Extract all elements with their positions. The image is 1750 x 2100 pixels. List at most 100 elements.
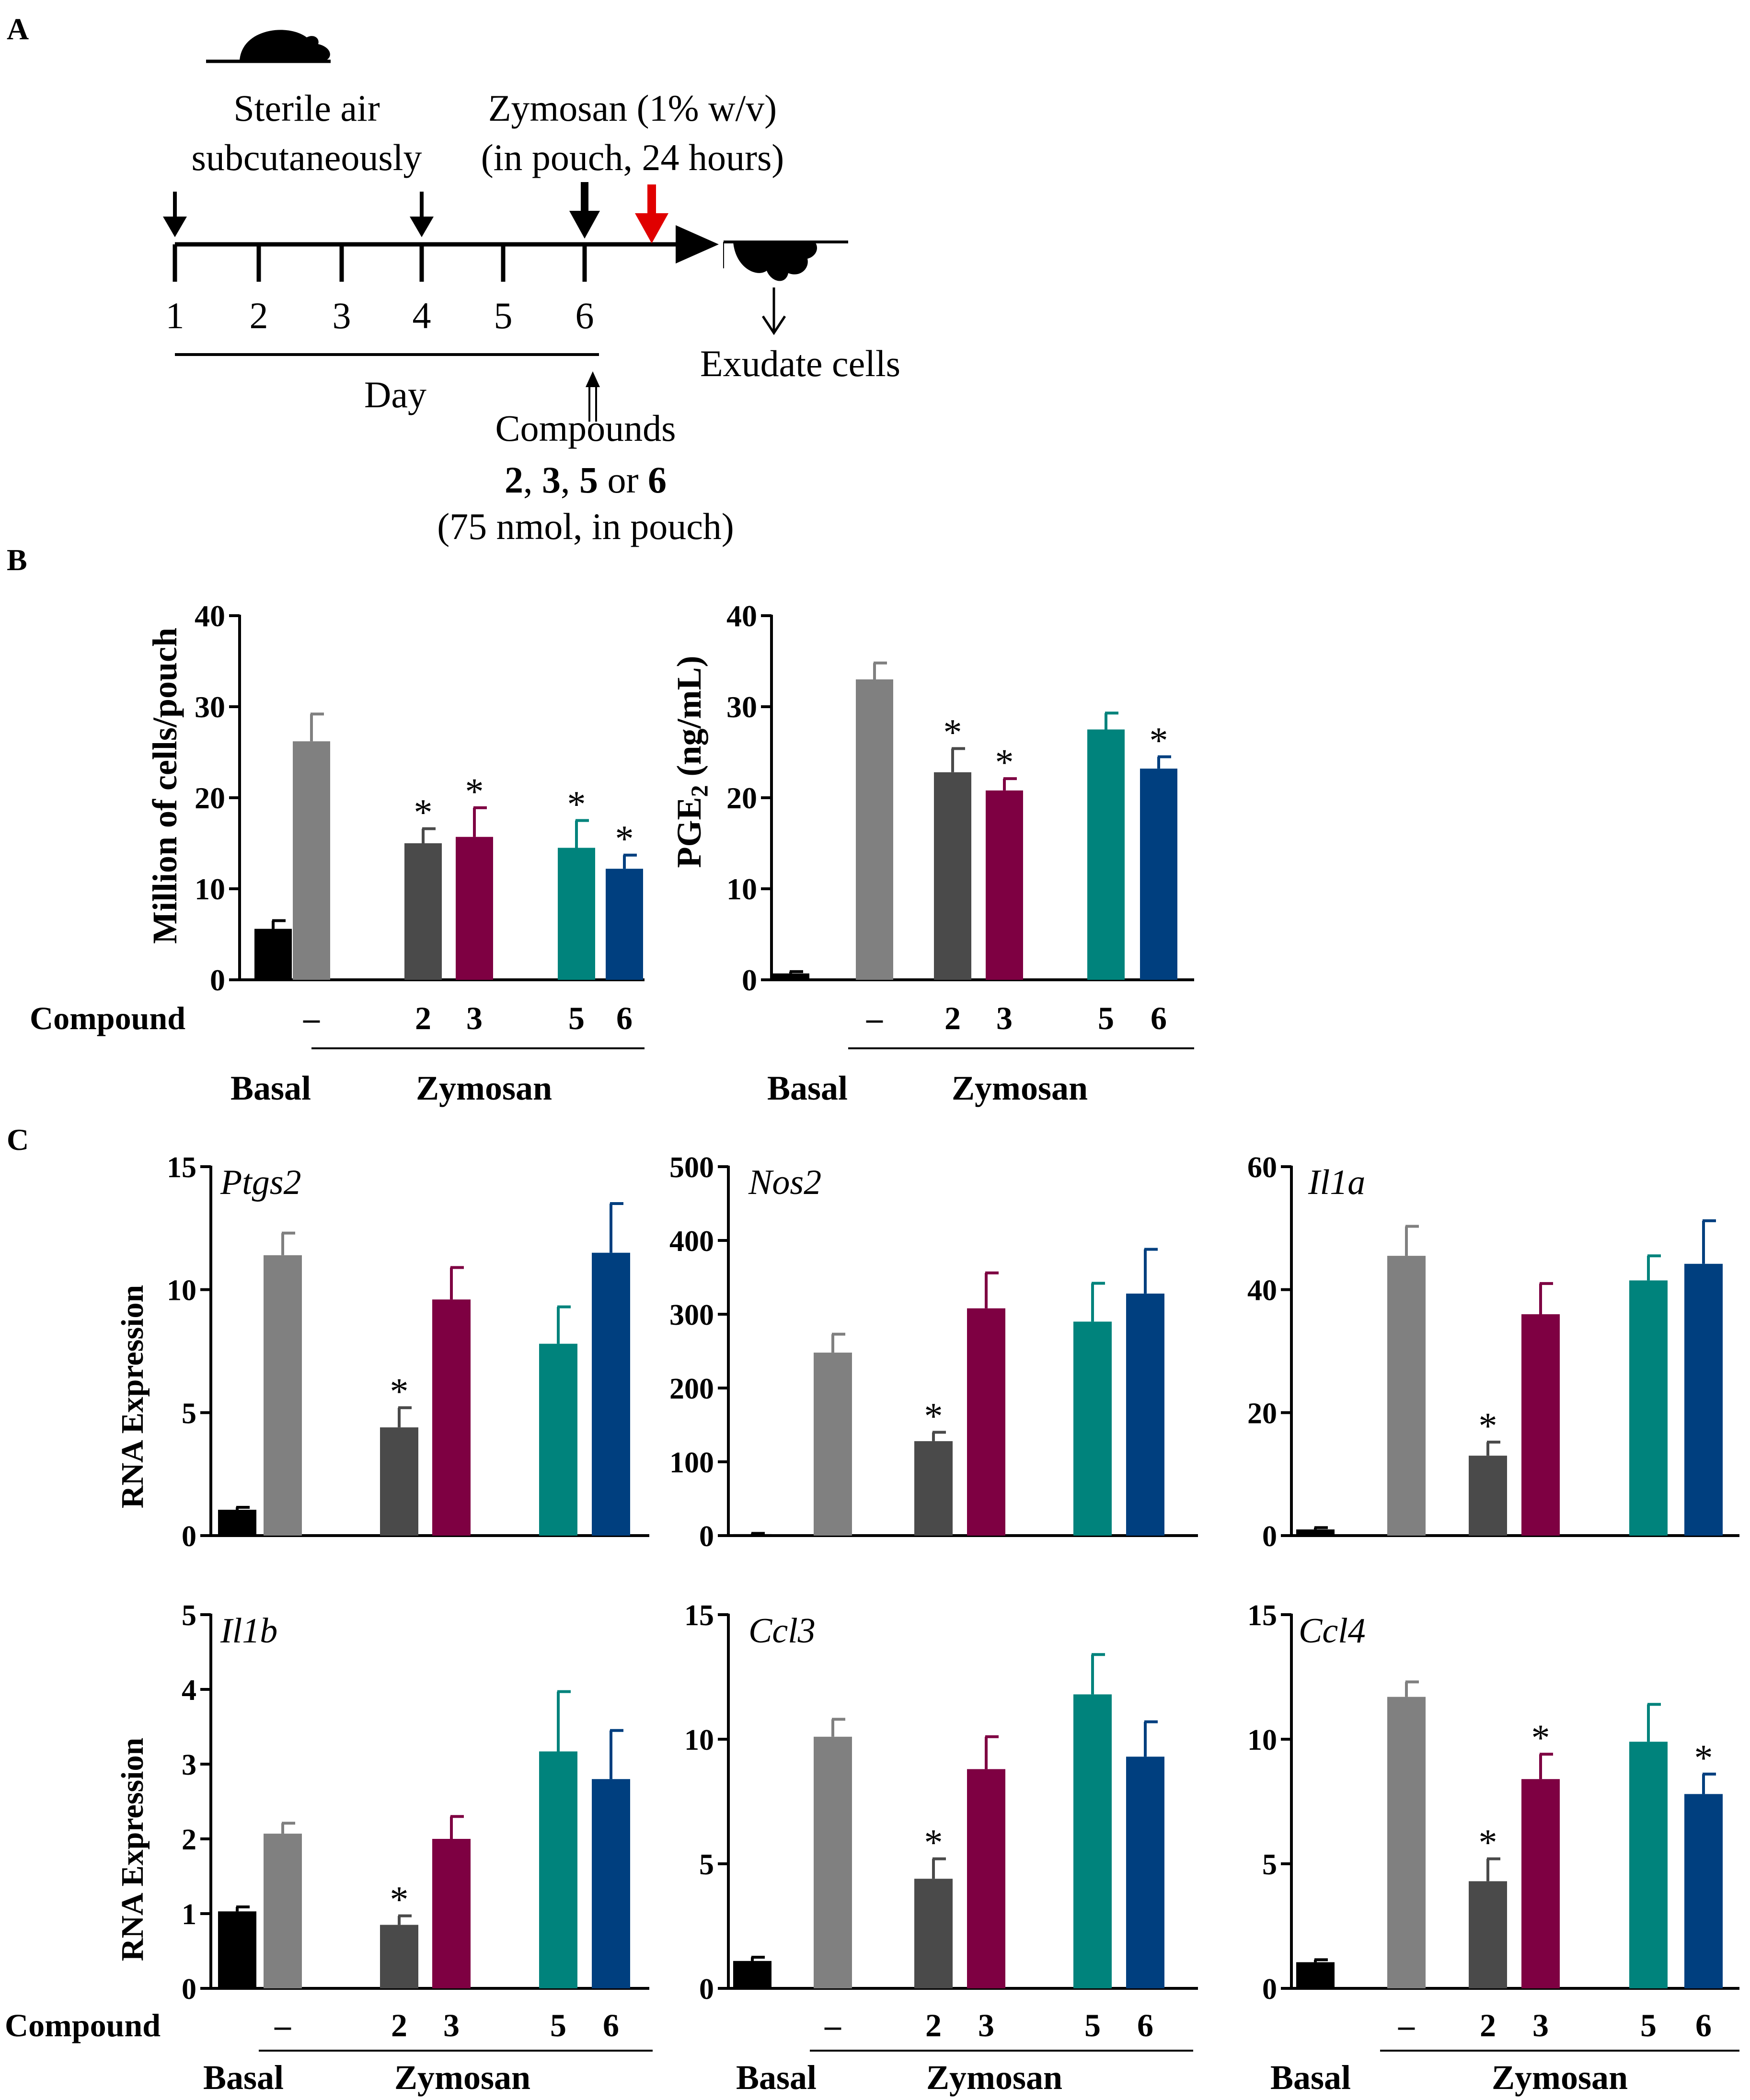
bar-c5 xyxy=(558,848,595,980)
chart-title: Ccl4 xyxy=(1299,1611,1366,1651)
significance-star: * xyxy=(414,792,433,833)
timeline-axis xyxy=(173,225,719,282)
bar-c3 xyxy=(986,790,1023,980)
day-1: 1 xyxy=(166,295,184,336)
bar-c3 xyxy=(1521,1314,1560,1536)
bar-c3 xyxy=(1521,1779,1560,1988)
arrow-sacrifice-red xyxy=(635,184,668,243)
chart-title: Ccl3 xyxy=(748,1611,816,1651)
cat-5-b1: 5 xyxy=(568,1000,585,1036)
chart-nos2: 0 100 200 300 400 500 Nos2 * xyxy=(669,1151,1198,1553)
bar-c6 xyxy=(1126,1293,1164,1536)
bar-zymosan xyxy=(1387,1697,1426,1988)
basal-label-b2: Basal xyxy=(767,1069,848,1107)
day-5: 5 xyxy=(494,295,513,336)
chart-il1a: 0 20 40 60 Il1a * xyxy=(1247,1151,1739,1553)
chart-cells-per-pouch: 0 10 20 30 40 * * * * xyxy=(195,599,645,997)
y-tick-label: 0 xyxy=(182,1520,196,1553)
bar-c6 xyxy=(1126,1756,1164,1988)
bar-c2 xyxy=(914,1879,953,1988)
significance-star: * xyxy=(567,783,586,825)
significance-star: * xyxy=(1531,1717,1550,1758)
y-tick-label: 4 xyxy=(182,1674,196,1707)
basal-label-c3: Basal xyxy=(1270,2058,1351,2097)
day-3: 3 xyxy=(333,295,351,336)
significance-star: * xyxy=(390,1879,409,1920)
significance-star: * xyxy=(944,711,962,753)
compound-label-b: Compound xyxy=(30,1000,185,1036)
chart-ptgs2: 0 5 10 15 Ptgs2 * xyxy=(167,1151,649,1553)
cat-2-b2: 2 xyxy=(944,1000,961,1036)
bar-zymosan xyxy=(264,1255,302,1536)
bar-c3 xyxy=(456,837,493,980)
bar-zymosan xyxy=(814,1353,852,1536)
y-tick-label: 10 xyxy=(167,1274,196,1307)
y-tick-label: 20 xyxy=(726,781,757,815)
y-tick-label: 10 xyxy=(684,1724,714,1756)
y-tick-label: 0 xyxy=(182,1973,196,2006)
bar-c5 xyxy=(539,1343,577,1536)
double-arrow-compounds xyxy=(586,371,600,422)
y-tick-label: 30 xyxy=(195,690,225,724)
y-tick-label: 10 xyxy=(195,872,225,906)
cat-6-c2: 6 xyxy=(1137,2007,1153,2043)
cat-3-c3: 3 xyxy=(1532,2007,1549,2043)
y-tick-label: 100 xyxy=(669,1446,714,1479)
bar-zymosan xyxy=(814,1736,852,1988)
y-tick-label: 5 xyxy=(182,1397,196,1430)
chart-title: Ptgs2 xyxy=(220,1163,301,1202)
y-tick-label: 10 xyxy=(726,872,757,906)
day-6: 6 xyxy=(576,295,594,336)
bar-c2 xyxy=(1469,1881,1507,1988)
y-tick-label: 15 xyxy=(684,1599,714,1632)
arrow-zymosan-day6 xyxy=(569,182,600,239)
y-tick-label: 1 xyxy=(182,1898,196,1931)
compound-label-c: Compound xyxy=(5,2007,161,2043)
y-tick-label: 3 xyxy=(182,1749,196,1781)
bar-basal xyxy=(733,1961,771,1988)
significance-star: * xyxy=(615,818,634,860)
y-tick-label: 2 xyxy=(182,1824,196,1856)
cat-dash-c1: – xyxy=(274,2007,291,2043)
zymosan-label-c3: Zymosan xyxy=(1492,2058,1628,2097)
bar-c6 xyxy=(592,1252,630,1536)
bar-c5 xyxy=(1073,1694,1112,1988)
cat-2-c2: 2 xyxy=(925,2007,942,2043)
zymosan-label-b1: Zymosan xyxy=(416,1069,552,1107)
y-tick-label: 20 xyxy=(1247,1397,1277,1430)
compounds-label-line1: Compounds xyxy=(495,407,676,449)
compounds-label-line2: 2, 3, 5 or 6 xyxy=(505,459,667,501)
air-label-line1: Sterile air xyxy=(233,87,380,129)
cat-5-b2: 5 xyxy=(1098,1000,1114,1036)
cat-2-c3: 2 xyxy=(1480,2007,1496,2043)
bar-basal xyxy=(218,1911,256,1988)
bar-basal xyxy=(254,929,292,980)
cat-6-c1: 6 xyxy=(603,2007,619,2043)
panel-letter-b: B xyxy=(7,543,27,577)
bar-basal xyxy=(1296,1962,1335,1988)
exudate-label: Exudate cells xyxy=(700,343,900,384)
significance-star: * xyxy=(390,1370,409,1412)
bar-zymosan xyxy=(293,741,330,980)
y-tick-label: 0 xyxy=(699,1520,714,1553)
cat-5-c2: 5 xyxy=(1084,2007,1101,2043)
y-tick-label: 0 xyxy=(699,1973,714,2006)
bar-c5 xyxy=(1087,729,1125,980)
y-tick-label: 60 xyxy=(1247,1151,1277,1184)
bar-c2 xyxy=(380,1925,418,1988)
bar-c2 xyxy=(934,772,971,980)
chart-il1b: 0 1 2 3 4 5 Il1b * xyxy=(182,1599,649,2006)
bar-c6 xyxy=(1684,1263,1723,1536)
y-tick-label: 10 xyxy=(1247,1724,1277,1756)
y-tick-label: 5 xyxy=(1262,1848,1277,1881)
zymosan-label-c1: Zymosan xyxy=(394,2058,530,2097)
y-tick-label: 20 xyxy=(195,781,225,815)
bar-c3 xyxy=(967,1308,1005,1536)
y-tick-label: 0 xyxy=(1262,1973,1277,2006)
basal-label-c2: Basal xyxy=(736,2058,817,2097)
significance-star: * xyxy=(1479,1405,1497,1446)
day-2: 2 xyxy=(250,295,268,336)
chart-title: Il1a xyxy=(1308,1163,1365,1202)
cat-2-c1: 2 xyxy=(391,2007,407,2043)
